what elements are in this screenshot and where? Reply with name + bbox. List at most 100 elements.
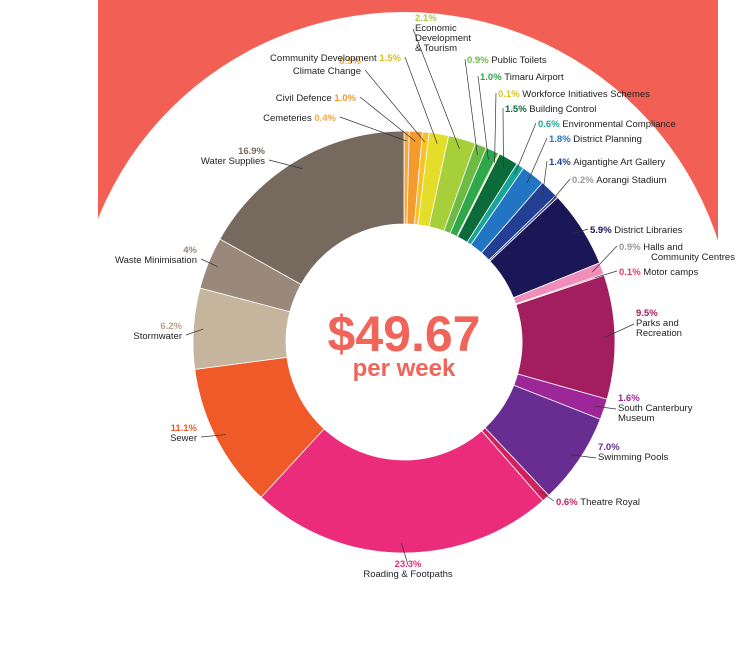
leader-line (401, 542, 409, 566)
slice-label: 0.1% Workforce Initiatives Schemes (498, 89, 650, 100)
label-climate-change: 0.5%Climate Change (293, 56, 362, 77)
leader-line (594, 270, 618, 279)
slice-pct: 4% (183, 245, 197, 256)
slice-label: 1.5% Building Control (505, 104, 596, 115)
slice-name: Recreation (636, 328, 682, 339)
slice-name: Museum (618, 413, 655, 424)
label-building-control: 1.5% Building Control (505, 104, 596, 115)
label-stormwater: 6.2%Stormwater (133, 321, 182, 342)
label-cemeteries: Cemeteries 0.4% (263, 113, 336, 124)
slice-name: Public Toilets (491, 55, 547, 66)
leader-line (200, 434, 226, 438)
slice-label: 1.8% District Planning (549, 134, 642, 145)
slice-name: Swimming Pools (598, 452, 668, 463)
slice-pct: 0.2% (572, 175, 596, 186)
leader-line (412, 28, 460, 149)
leader-lines (185, 28, 635, 566)
label-community-development: Community Development 1.5% (270, 53, 402, 64)
leader-line (200, 258, 218, 267)
label-sewer: 11.1%Sewer (170, 423, 197, 444)
leader-line (464, 58, 478, 155)
label-aorangi-stadium: 0.2% Aorangi Stadium (572, 175, 667, 186)
slice-pct: 16.9% (238, 146, 265, 157)
slice-name: District Planning (573, 134, 642, 145)
slice-pct: 1.5% (379, 53, 401, 64)
slice-name: Development (415, 33, 471, 44)
slice-label: 0.6% Environmental Compliance (538, 119, 676, 130)
slice-name: South Canterbury (618, 403, 693, 414)
slice-pct: 2.1% (415, 13, 437, 24)
label-district-planning: 1.8% District Planning (549, 134, 642, 145)
slice-name: Workforce Initiatives Schemes (522, 89, 650, 100)
slice-label: Community Development 1.5% (270, 53, 402, 64)
slice-pct: 0.5% (339, 56, 361, 67)
label-civil-defence: Civil Defence 1.0% (276, 93, 357, 104)
slice-pct: 0.6% (538, 119, 562, 130)
center-subtitle: per week (353, 355, 456, 382)
slice-name: Community Centres (651, 252, 735, 263)
slice-name: Community Development (270, 53, 379, 64)
slice-name: Climate Change (293, 66, 361, 77)
slice-label: 0.6% Theatre Royal (556, 497, 640, 508)
leader-line (477, 75, 489, 160)
slice-label: 0.1% Motor camps (619, 267, 698, 278)
slice-pct: 1.4% (549, 157, 573, 168)
leader-line (339, 116, 407, 142)
leader-line (542, 160, 548, 197)
label-district-libraries: 5.9% District Libraries (590, 225, 683, 236)
slice-pct: 5.9% (590, 225, 614, 236)
slice-name: Aigantighe Art Gallery (573, 157, 665, 168)
slice-label: Civil Defence 1.0% (276, 93, 357, 104)
slice-label: 1.4% Aigantighe Art Gallery (549, 157, 665, 168)
label-environmental-compliance: 0.6% Environmental Compliance (538, 119, 676, 130)
slice-label: 1.0% Timaru Airport (480, 72, 564, 83)
slice-name: Building Control (529, 104, 596, 115)
label-theatre-royal: 0.6% Theatre Royal (556, 497, 640, 508)
label-water-supplies: 16.9%Water Supplies (201, 146, 266, 167)
slice-label: Cemeteries 0.4% (263, 113, 336, 124)
slice-name: Water Supplies (201, 156, 265, 167)
leader-line (514, 122, 537, 175)
slice-name: Motor camps (643, 267, 698, 278)
center-hole (286, 224, 522, 460)
leader-line (526, 137, 548, 184)
label-motor-camps: 0.1% Motor camps (619, 267, 698, 278)
label-aigantighe-art-gallery: 1.4% Aigantighe Art Gallery (549, 157, 665, 168)
leader-line (404, 56, 438, 144)
slice-name: Waste Minimisation (115, 255, 197, 266)
slice-pct: 1.0% (480, 72, 504, 83)
slice-pct: 23.3% (395, 559, 422, 570)
slice-pct: 0.9% (467, 55, 491, 66)
leader-line (573, 228, 589, 234)
slice-name: Parks and (636, 318, 679, 329)
slice-name: Halls and (643, 242, 683, 253)
slice-pct: 0.1% (498, 89, 522, 100)
slice-name: Environmental Compliance (562, 119, 676, 130)
slice-pct: 0.9% (619, 242, 643, 253)
slice-name: Timaru Airport (504, 72, 564, 83)
leader-line (549, 178, 571, 204)
slice-name: Cemeteries (263, 113, 314, 124)
leader-line (359, 96, 416, 142)
leader-line (592, 245, 618, 273)
label-roading-footpaths: 23.3%Roading & Footpaths (363, 559, 453, 580)
slice-pct: 0.6% (556, 497, 580, 508)
slice-name: Aorangi Stadium (596, 175, 666, 186)
label-workforce-initiatives-schemes: 0.1% Workforce Initiatives Schemes (498, 89, 650, 100)
slice-pct: 0.4% (314, 113, 336, 124)
slice-name: & Tourism (415, 43, 457, 54)
leader-line (570, 454, 597, 459)
slice-name: Stormwater (133, 331, 182, 342)
label-waste-minimisation: 4%Waste Minimisation (115, 245, 198, 266)
slice-pct: 1.5% (505, 104, 529, 115)
slice-label: 5.9% District Libraries (590, 225, 683, 236)
slice-label: 0.9% Public Toilets (467, 55, 547, 66)
slice-pct: 1.0% (334, 93, 356, 104)
slice-labels: Cemeteries 0.4% Civil Defence 1.0% 0.5%Cli… (115, 13, 735, 580)
label-swimming-pools: 7.0%Swimming Pools (598, 442, 668, 463)
